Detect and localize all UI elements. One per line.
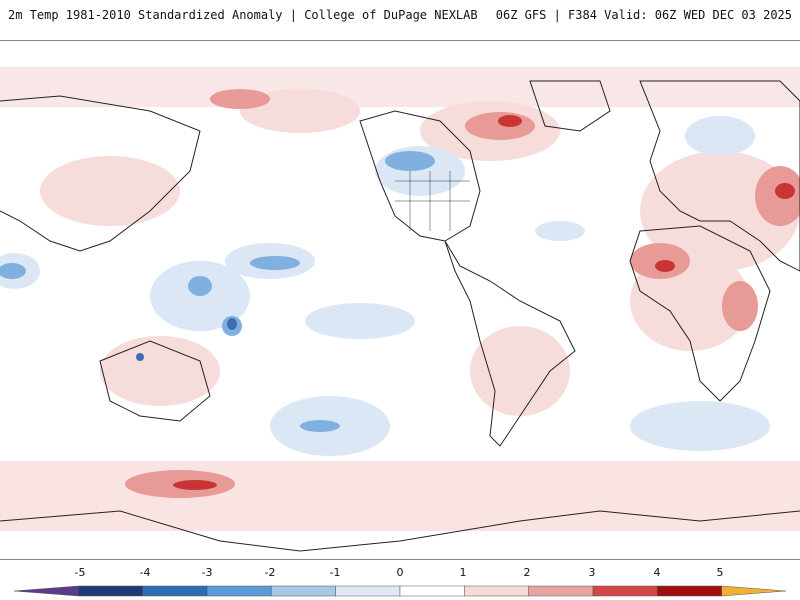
- colorbar-segment: [206, 585, 272, 597]
- colorbar-segment: [335, 585, 401, 597]
- colorbar-tick-label: -3: [201, 566, 213, 579]
- colorbar-segment: [464, 585, 529, 597]
- colorbar-segment: [13, 585, 79, 597]
- colorbar-segment: [592, 585, 658, 597]
- colorbar-tick-label: 0: [396, 566, 404, 579]
- colorbar-strip: [13, 585, 787, 597]
- colorbar-segment: [271, 585, 336, 597]
- colorbar-segment: [78, 585, 143, 597]
- extreme-warm-anomaly-areas: [173, 115, 795, 490]
- map-title: 2m Temp 1981-2010 Standardized Anomaly |…: [8, 8, 478, 22]
- coastlines: [0, 80, 800, 552]
- colorbar-segment: [142, 585, 208, 597]
- colorbar-tick-label: 5: [716, 566, 724, 579]
- header: 2m Temp 1981-2010 Standardized Anomaly |…: [0, 0, 800, 30]
- colorbar-tick-label: -2: [264, 566, 276, 579]
- colorbar-tick-label: -5: [74, 566, 86, 579]
- us-state-borders: [395, 171, 470, 231]
- colorbar-segment: [657, 585, 722, 597]
- colorbar: -5 -4 -3 -2 -1 0 1 2 3 4 5: [0, 566, 800, 600]
- colorbar-labels: -5 -4 -3 -2 -1 0 1 2 3 4 5: [0, 566, 800, 582]
- colorbar-tick-label: 3: [588, 566, 596, 579]
- colorbar-segment: [399, 585, 465, 597]
- model-run-info: 06Z GFS | F384 Valid: 06Z WED DEC 03 202…: [495, 8, 792, 22]
- colorbar-tick-label: -1: [329, 566, 341, 579]
- anomaly-map-svg: [0, 41, 800, 559]
- strong-cool-anomaly-areas: [0, 151, 435, 432]
- colorbar-tick-label: 1: [459, 566, 467, 579]
- colorbar-tick-label: -4: [139, 566, 151, 579]
- colorbar-tick-label: 2: [523, 566, 531, 579]
- colorbar-segment: [528, 585, 594, 597]
- world-map[interactable]: [0, 40, 800, 560]
- colorbar-tick-label: 4: [653, 566, 661, 579]
- extreme-cool-anomaly-areas: [136, 318, 237, 361]
- colorbar-segment: [721, 585, 787, 597]
